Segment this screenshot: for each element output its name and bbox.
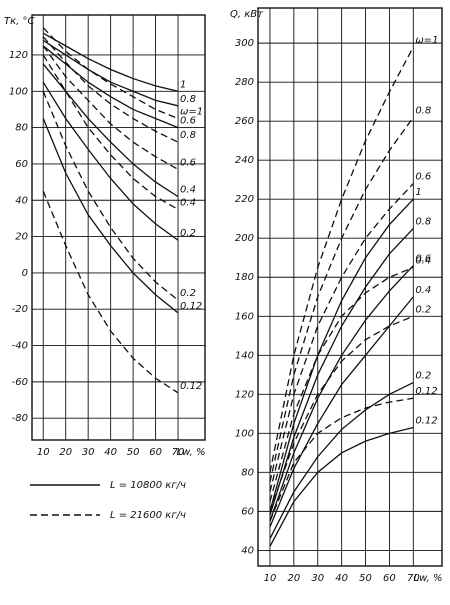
curve-label: 0.4 [415, 285, 431, 296]
curve-label: 0.2 [415, 304, 431, 315]
x-tick-label: 70 [172, 447, 185, 458]
curve-label: 1 [180, 79, 186, 90]
curve-label: 0.6 [415, 172, 431, 183]
y-tick-label: 260 [235, 116, 254, 127]
y-tick-label: 60 [15, 159, 28, 170]
curve [42, 118, 179, 314]
x-tick-label: 40 [104, 447, 117, 458]
curve [269, 315, 414, 512]
y-tick-label: 80 [241, 467, 254, 478]
x-tick-label: 20 [287, 573, 300, 584]
curve-label: 0.12 [415, 415, 437, 426]
y-tick-label: 220 [235, 194, 254, 205]
curve-label: 0.2 [180, 228, 196, 239]
x-tick-label: 60 [149, 447, 162, 458]
y-tick-label: 200 [235, 233, 254, 244]
y-tick-label: 140 [235, 350, 254, 361]
y-tick-label: 120 [9, 50, 28, 61]
curve [269, 426, 414, 547]
x-tick-label: 50 [127, 447, 140, 458]
curve [269, 46, 414, 473]
curve [42, 81, 179, 241]
curve-label: 0.8 [180, 130, 196, 141]
y-tick-label: -40 [12, 341, 28, 352]
curve [42, 91, 179, 301]
y-tick-label: 300 [235, 38, 254, 49]
y-tick-label: -60 [12, 377, 28, 388]
curve [269, 198, 414, 512]
y-tick-label: 60 [241, 506, 254, 517]
y-tick-label: 100 [9, 86, 28, 97]
curve [42, 27, 179, 120]
curve [42, 39, 179, 107]
y-tick-label: 80 [15, 123, 28, 134]
curve-label: 0.6 [180, 116, 196, 127]
x-tick-label: 10 [264, 573, 277, 584]
curve [42, 32, 179, 92]
y-tick-label: 180 [235, 272, 254, 283]
y-axis-label: Tк, °C [4, 16, 35, 27]
y-tick-label: 240 [235, 155, 254, 166]
x-tick-label: 70 [407, 573, 420, 584]
y-tick-label: 100 [235, 428, 254, 439]
legend-label: L = 10800 кг/ч [110, 480, 186, 491]
curve [269, 382, 414, 539]
curve [269, 296, 414, 528]
curve [42, 54, 179, 210]
x-tick-label: 20 [59, 447, 72, 458]
x-axis-label: Lw, % [414, 573, 443, 584]
curve [269, 265, 414, 522]
curve [42, 36, 179, 143]
curve-label: 0.12 [415, 386, 437, 397]
curve-label: 0.4 [180, 185, 196, 196]
x-tick-label: 60 [383, 573, 396, 584]
curve-label: ω=1 [180, 107, 203, 118]
y-tick-label: -80 [12, 413, 28, 424]
y-tick-label: 40 [15, 195, 28, 206]
curve-label: 0.4 [415, 255, 431, 266]
curve [42, 45, 179, 129]
curve [269, 266, 414, 502]
curve-label: 0.12 [180, 301, 202, 312]
curve-label: 0.2 [415, 371, 431, 382]
plot-frame [31, 14, 206, 441]
x-tick-label: 40 [335, 573, 348, 584]
x-tick-label: 30 [82, 447, 95, 458]
curve-label: 0.8 [415, 216, 431, 227]
y-tick-label: -20 [12, 304, 28, 315]
x-tick-label: 10 [37, 447, 50, 458]
curve [42, 45, 179, 170]
curve-label: ω=1 [415, 35, 438, 46]
curve [269, 183, 414, 493]
plot-frame [257, 7, 443, 567]
curve [42, 190, 179, 394]
curve-label: 0.4 [180, 197, 196, 208]
y-tick-label: 20 [15, 232, 28, 243]
y-tick-label: 120 [235, 389, 254, 400]
curve-label: 0.12 [180, 381, 202, 392]
curve-label: 0.2 [180, 288, 196, 299]
curve [42, 63, 179, 198]
x-tick-label: 50 [359, 573, 372, 584]
curve-label: 0.6 [180, 157, 196, 168]
y-tick-label: 280 [235, 77, 254, 88]
y-tick-label: 40 [241, 545, 254, 556]
legend-label: L = 21600 кг/ч [110, 510, 186, 521]
curve-label: 0.6 [415, 254, 431, 265]
curve-label: 0.8 [415, 105, 431, 116]
curve-label: 1 [415, 187, 421, 198]
y-axis-label: Q, кВт [230, 9, 264, 20]
curve [269, 228, 414, 516]
curve [269, 397, 414, 522]
x-tick-label: 30 [311, 573, 324, 584]
curve [269, 116, 414, 483]
curve-label: 0.8 [180, 94, 196, 105]
y-tick-label: 0 [22, 268, 28, 279]
x-axis-label: Lw, % [177, 447, 206, 458]
y-tick-label: 160 [235, 311, 254, 322]
